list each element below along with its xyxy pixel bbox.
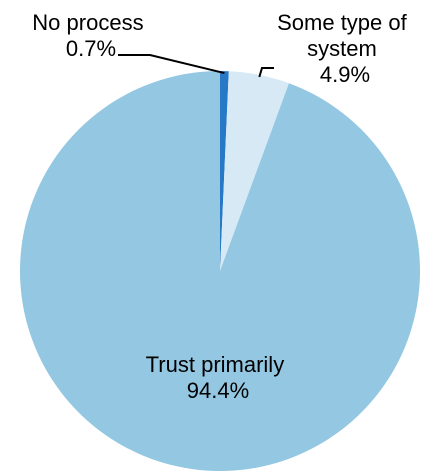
leader-lines bbox=[118, 54, 274, 78]
slice-label-no-process: No process 0.7% bbox=[32, 10, 149, 61]
slice-label-trust-primarily-name: Trust primarily bbox=[146, 352, 285, 377]
leader-line-no-process bbox=[118, 54, 225, 75]
slice-label-some-type-of-system-value: 4.9% bbox=[320, 62, 370, 87]
pie-slice-some-type-of-system bbox=[220, 71, 289, 271]
pie-slice-trust-primarily bbox=[20, 71, 420, 471]
svg-text:Some type of system: Some type of system 4.9% bbox=[277, 10, 413, 87]
slice-label-some-type-of-system: Some type of system 4.9% bbox=[277, 10, 413, 87]
slice-label-no-process-value: 0.7% bbox=[66, 36, 116, 61]
slice-label-trust-primarily-value: 94.4% bbox=[187, 378, 249, 403]
slice-label-trust-primarily: Trust primarily 94.4% bbox=[146, 352, 291, 403]
pie-slice-no-process bbox=[220, 71, 229, 271]
slice-label-no-process-name: No process bbox=[32, 10, 143, 35]
svg-text:No process 0.7%: No process 0.7% bbox=[32, 10, 149, 61]
pie-slices bbox=[20, 71, 420, 471]
slice-label-some-type-of-system-name-line1: Some type of bbox=[277, 10, 408, 35]
leader-line-some-type-of-system bbox=[258, 67, 274, 78]
svg-text:Trust primarily 94.4%: Trust primarily 94.4% bbox=[146, 352, 291, 403]
slice-label-some-type-of-system-name-line2: system bbox=[307, 36, 377, 61]
